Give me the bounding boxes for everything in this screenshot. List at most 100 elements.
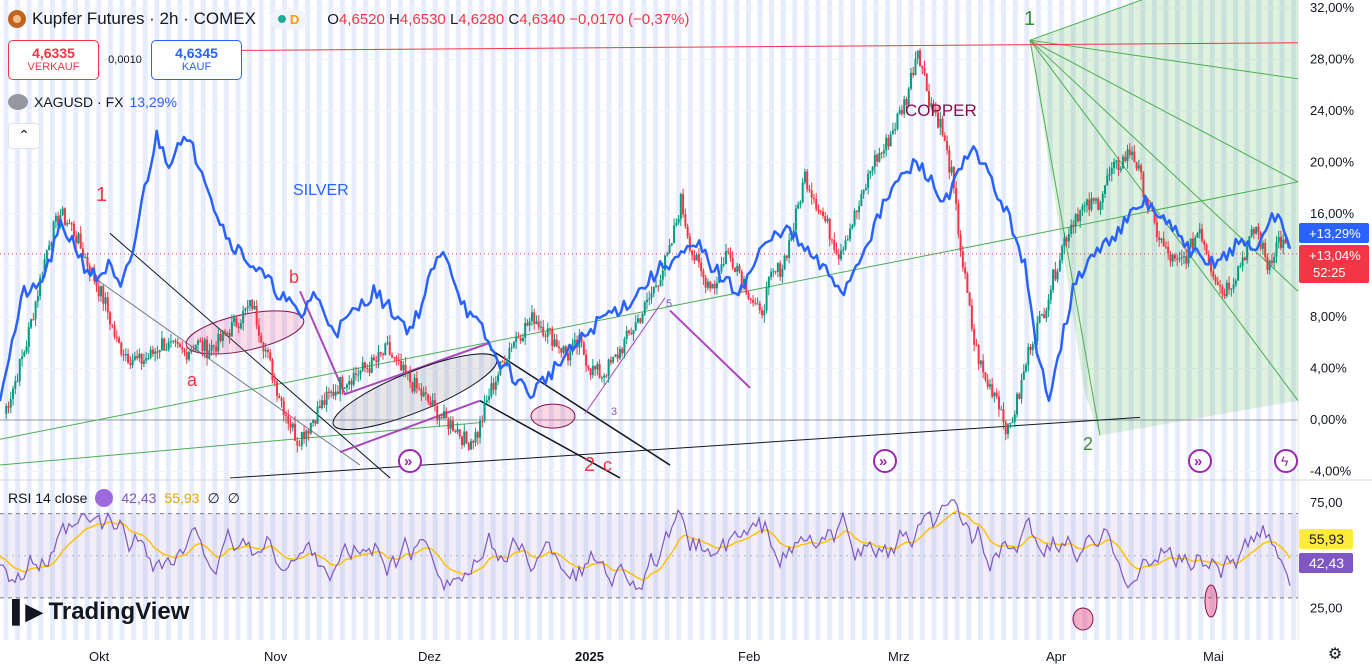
gear-icon[interactable]: ⚙ bbox=[1327, 646, 1343, 663]
candle-body bbox=[709, 281, 712, 289]
candle-body bbox=[1189, 238, 1192, 248]
candle-body bbox=[600, 377, 603, 379]
candle-body bbox=[603, 375, 606, 378]
wedge-line[interactable] bbox=[109, 232, 391, 479]
buy-button[interactable]: 4,6345 KAUF bbox=[151, 40, 242, 80]
candle-body bbox=[217, 333, 220, 352]
trend-channel-upper[interactable] bbox=[0, 181, 1299, 440]
wedge-line[interactable] bbox=[479, 400, 621, 479]
chart-header: Kupfer Futures · 2h · COMEX D O4,6520 H4… bbox=[8, 9, 689, 29]
candle-body bbox=[824, 215, 827, 222]
candle-body bbox=[275, 381, 278, 396]
candle-body bbox=[481, 420, 484, 422]
rsi-ma-line[interactable] bbox=[0, 510, 1291, 581]
arrow-circle-icon[interactable] bbox=[1188, 449, 1212, 473]
resistance-line[interactable] bbox=[229, 42, 1299, 51]
candle-body bbox=[1201, 229, 1204, 241]
candle-body bbox=[831, 239, 834, 241]
collapse-legend-button[interactable]: ⌃ bbox=[8, 123, 40, 149]
candle-body bbox=[715, 283, 718, 289]
candle-body bbox=[975, 344, 978, 346]
candle-body bbox=[418, 388, 421, 390]
candle-body bbox=[1094, 198, 1097, 201]
support-line[interactable] bbox=[229, 416, 1141, 479]
price-label-copper-text: +13,04% bbox=[1309, 248, 1361, 263]
candle-body bbox=[1101, 193, 1104, 203]
candle-body bbox=[1196, 233, 1199, 238]
pattern-ellipse[interactable] bbox=[530, 403, 576, 429]
candle-body bbox=[307, 430, 310, 434]
candle-body bbox=[923, 68, 926, 74]
candle-body bbox=[1257, 226, 1260, 233]
rsi-refresh-icon[interactable] bbox=[95, 489, 114, 507]
candle-body bbox=[23, 352, 26, 357]
rsi-title[interactable]: RSI 14 close bbox=[8, 490, 88, 506]
candle-body bbox=[271, 359, 274, 381]
candle-body bbox=[618, 348, 621, 359]
candle-body bbox=[1040, 314, 1043, 316]
candle-body bbox=[891, 130, 894, 135]
candle-body bbox=[431, 400, 434, 406]
candle-body bbox=[1020, 379, 1023, 399]
candle-body bbox=[1027, 346, 1030, 366]
candle-body bbox=[727, 251, 730, 253]
candle-body bbox=[260, 335, 263, 343]
market-status[interactable]: D bbox=[269, 9, 308, 29]
candle-body bbox=[655, 285, 658, 287]
candle-body bbox=[530, 312, 533, 322]
rsi-oversold-mark[interactable] bbox=[1072, 607, 1094, 631]
candle-body bbox=[160, 338, 163, 351]
candle-body bbox=[1133, 151, 1136, 162]
pitchfork-line[interactable] bbox=[1029, 0, 1298, 41]
candle-body bbox=[948, 149, 951, 173]
candle-body bbox=[1122, 156, 1125, 169]
candle-body bbox=[1167, 246, 1170, 255]
wave-channel-line[interactable] bbox=[299, 290, 491, 396]
pitchfork-line[interactable] bbox=[1029, 39, 1299, 80]
silver-series-line[interactable] bbox=[0, 129, 1292, 402]
candle-body bbox=[835, 249, 838, 254]
candle-body bbox=[819, 210, 822, 212]
change-readout: −0,0170 (−0,37%) bbox=[569, 10, 690, 28]
rsi-ma-price-text: 55,93 bbox=[1309, 531, 1344, 547]
wave-label: 1 bbox=[96, 184, 107, 206]
candle-body bbox=[564, 346, 567, 354]
candle-body bbox=[677, 218, 680, 223]
rsi-line[interactable] bbox=[0, 499, 1291, 592]
sell-button[interactable]: 4,6335 VERKAUF bbox=[8, 40, 99, 80]
wedge-line[interactable] bbox=[94, 277, 361, 466]
arrow-circle-icon[interactable] bbox=[398, 449, 422, 473]
rsi-oversold-mark[interactable] bbox=[1204, 584, 1218, 618]
flash-icon[interactable] bbox=[1274, 449, 1298, 473]
candle-body bbox=[460, 436, 463, 446]
candle-body bbox=[826, 218, 829, 222]
x-tick-label: Mai bbox=[1203, 649, 1224, 664]
candle-body bbox=[185, 352, 188, 360]
candle-body bbox=[943, 135, 946, 141]
arrow-circle-icon[interactable] bbox=[873, 449, 897, 473]
y-tick-label: 4,00% bbox=[1310, 361, 1347, 376]
candle-body bbox=[9, 398, 12, 408]
candle-body bbox=[862, 190, 865, 195]
symbol-title[interactable]: Kupfer Futures · 2h · COMEX bbox=[32, 9, 256, 28]
trade-panel: 4,6335 VERKAUF 0,0010 4,6345 KAUF bbox=[8, 40, 242, 80]
candle-body bbox=[1219, 284, 1222, 287]
compare-symbol[interactable]: XAGUSD · FX 13,29% bbox=[8, 94, 177, 110]
candle-body bbox=[1164, 246, 1167, 248]
candle-body bbox=[1045, 310, 1048, 319]
pitchfork-line[interactable] bbox=[1029, 39, 1299, 183]
wedge-line[interactable] bbox=[489, 348, 671, 466]
candle-body bbox=[30, 319, 33, 328]
wave-channel-line[interactable] bbox=[339, 399, 481, 454]
candle-body bbox=[1275, 242, 1278, 257]
candle-body bbox=[551, 328, 554, 347]
wave-channel-line[interactable] bbox=[584, 297, 666, 414]
candle-body bbox=[409, 372, 412, 383]
tradingview-logo[interactable]: ▌▶ TradingView bbox=[12, 598, 190, 625]
copper-symbol-icon[interactable] bbox=[8, 10, 26, 28]
candle-body bbox=[388, 342, 391, 355]
candle-body bbox=[280, 398, 283, 401]
wave-channel-line[interactable] bbox=[669, 309, 751, 389]
candle-body bbox=[257, 325, 260, 336]
